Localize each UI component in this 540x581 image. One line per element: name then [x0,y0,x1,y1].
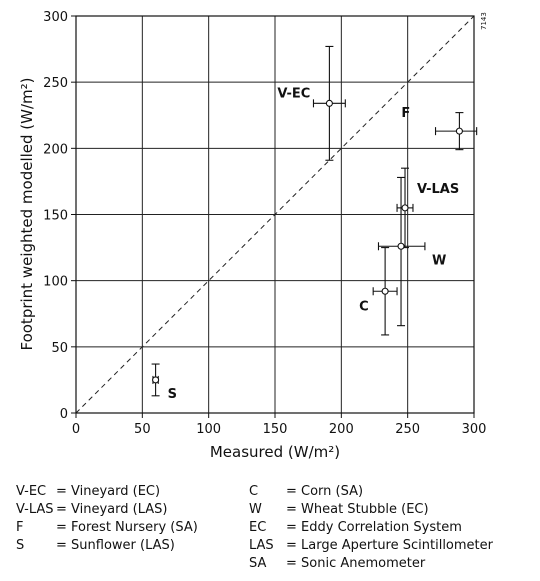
data-point-c: C [359,247,398,336]
point-label-v-las: V-LAS [417,182,459,197]
y-tick-label: 0 [60,407,68,422]
y-tick-label: 50 [51,341,68,356]
point-marker [325,99,333,107]
legend-column-right: C = Corn (SA) W = Wheat Stubble (EC) EC = Edd… [249,483,493,573]
legend-abbreviation: W [249,502,262,517]
y-tick-label: 150 [43,209,68,224]
y-tick-label: 300 [43,10,68,25]
data-point-v-las: V-LAS [396,167,459,249]
legend-abbreviation: LAS [249,538,274,553]
point-label-v-ec: V-EC [277,86,310,101]
y-tick-label: 100 [43,275,68,290]
point-label-c: C [359,299,369,314]
legend-entry: V-LAS = Vineyard (LAS) [16,501,198,519]
figure-id: 7143 [480,12,488,30]
data-point-s: S [151,363,177,402]
legend-description: = Sonic Anemometer [286,556,426,571]
x-tick-label: 100 [196,422,221,437]
point-label-w: W [432,253,446,268]
legend-abbreviation: C [249,484,259,499]
legend-description: = Corn (SA) [286,484,364,499]
point-marker [381,287,389,295]
legend-description: = Forest Nursery (SA) [56,520,198,535]
legend: V-EC = Vineyard (EC) V-LAS = Vineyard (LAS)… [16,483,536,578]
point-marker [455,127,463,135]
plot-frame [75,15,475,414]
legend-abbreviation: EC [249,520,267,535]
legend-abbreviation: V-EC [16,484,47,499]
x-tick-label: 250 [395,422,420,437]
legend-entry: LAS = Large Aperture Scintillometer [249,537,493,555]
legend-entry: SA = Sonic Anemometer [249,555,493,573]
data-point-v-ec: V-EC [277,45,346,161]
y-axis-label: Footprint weighted modelled (W/m²) [18,77,36,350]
y-tick-label: 200 [43,142,68,157]
legend-entry: EC = Eddy Correlation System [249,519,493,537]
legend-entry: W = Wheat Stubble (EC) [249,501,493,519]
data-point-w: W [377,176,446,327]
legend-description: = Wheat Stubble (EC) [286,502,429,517]
data-points: V-EC F V-LAS W C S [151,45,478,402]
legend-entry: S = Sunflower (LAS) [16,537,198,555]
one-to-one-reference-line [75,15,475,414]
x-tick-label: 50 [134,422,151,437]
legend-entry: C = Corn (SA) [249,483,493,501]
legend-entry: F = Forest Nursery (SA) [16,519,198,537]
legend-abbreviation: V-LAS [16,502,54,517]
y-axis-ticks: 0 50 100 150 200 250 300 [43,10,76,422]
point-label-f: F [401,106,410,121]
data-point-f: F [401,106,478,151]
x-axis-ticks: 0 50 100 150 200 250 300 [72,413,487,437]
point-label-s: S [168,387,177,402]
legend-description: = Large Aperture Scintillometer [286,538,493,553]
x-axis-label: Measured (W/m²) [210,443,340,461]
x-tick-label: 150 [263,422,288,437]
y-tick-label: 250 [43,76,68,91]
legend-description: = Vineyard (LAS) [56,502,168,517]
point-marker [397,242,405,250]
x-tick-label: 0 [72,422,80,437]
point-marker [401,204,409,212]
legend-abbreviation: F [16,520,24,535]
point-marker [152,376,160,384]
legend-column-left: V-EC = Vineyard (EC) V-LAS = Vineyard (LAS)… [16,483,198,555]
x-tick-label: 300 [462,422,487,437]
legend-abbreviation: SA [249,556,267,571]
legend-description: = Eddy Correlation System [286,520,462,535]
legend-entry: V-EC = Vineyard (EC) [16,483,198,501]
legend-abbreviation: S [16,538,25,553]
legend-description: = Vineyard (EC) [56,484,161,499]
x-tick-label: 200 [329,422,354,437]
scatter-chart: 0 50 100 150 200 250 300 0 50 100 150 200 250 300 Me… [18,10,488,461]
legend-description: = Sunflower (LAS) [56,538,175,553]
